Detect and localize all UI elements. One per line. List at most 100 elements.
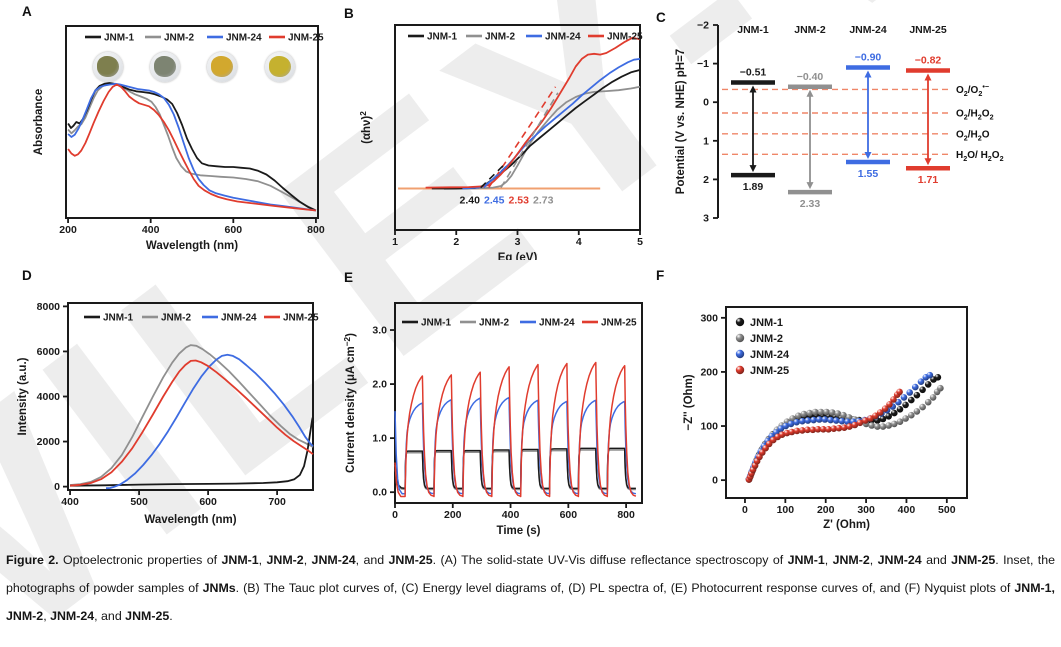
legend-marker [735, 333, 745, 343]
series-JNM-2 [443, 85, 641, 190]
data-point [811, 408, 819, 416]
y-tick-label: 1.0 [372, 433, 387, 445]
data-point [926, 371, 934, 379]
series-JNM-24 [105, 353, 314, 490]
caption-segment: , [824, 553, 833, 567]
data-point [816, 416, 823, 423]
legend-label: JNM-25 [750, 365, 789, 377]
y-tick-label: 8000 [37, 301, 61, 313]
energy-level-diagram: −2 −1 0 1 2 3 Potential (V vs. NHE) pH=7 O2/O2•… [675, 20, 1004, 225]
data-point [885, 413, 892, 420]
y-tick-label: 0 [712, 475, 718, 487]
data-point [913, 408, 921, 415]
data-point [885, 422, 892, 429]
legend-label: JNM-1 [104, 33, 134, 44]
caption-segment: JNM-1 [221, 553, 259, 567]
y-axis-label: Current density (μA cm−2) [343, 333, 357, 473]
powder-photo-JNM-2 [150, 52, 180, 82]
powder-photo-JNM-24 [207, 52, 237, 82]
data-point [896, 418, 904, 425]
caption-segment: . (A) The solid-state UV-Vis diffuse ref… [432, 553, 788, 567]
cb-value: −0.90 [855, 51, 882, 63]
caption-segment: JNM-2 [832, 553, 870, 567]
caption-segment: , and [355, 553, 389, 567]
y-tick-label: 2.0 [372, 379, 387, 391]
data-point [820, 426, 827, 433]
data-point [900, 394, 908, 401]
data-point [832, 417, 840, 424]
sample-name: JNM-24 [849, 24, 887, 36]
x-tick-label: 200 [59, 224, 77, 236]
x-tick-label: 2 [453, 236, 459, 248]
caption-segment: Figure 2. [6, 553, 59, 567]
caption-segment: . [169, 609, 173, 624]
x-tick-label: 0 [392, 509, 398, 521]
data-point [929, 394, 937, 401]
caption-segment: JNM-25 [388, 553, 433, 567]
series-JNM-1 [67, 82, 317, 212]
energy-column-JNM-1: JNM-1 −0.51 1.89 [731, 24, 775, 193]
data-point [896, 388, 903, 396]
legend-label: JNM-24 [539, 318, 575, 329]
y-tick-label: 3 [703, 213, 709, 225]
data-point [814, 426, 822, 433]
data-point [908, 396, 915, 404]
panel-label-e: E [344, 270, 354, 285]
data-point [879, 423, 887, 430]
x-tick-label: 600 [225, 224, 243, 236]
legend-marker [735, 349, 745, 359]
legend-item-JNM-2: JNM-2 [466, 32, 515, 43]
legend-item-JNM-1: JNM-1 [85, 33, 134, 44]
y-axis-label: Intensity (a.u.) [17, 357, 29, 435]
legend-label: JNM-1 [103, 313, 133, 324]
data-point [908, 411, 915, 419]
panel-e-photocurrent: E 0 200 400 600 800 0.0 1.0 2.0 3.0 Time (s) Curre… [330, 260, 660, 547]
tauc-extrapolation-dashed [480, 164, 505, 189]
data-point [891, 420, 898, 428]
data-point [856, 419, 864, 427]
legend-item-JNM-24: JNM-24 [520, 318, 575, 329]
data-point [777, 425, 785, 432]
arrowhead-up [806, 89, 814, 97]
powder-photo-JNM-25 [265, 52, 295, 82]
legend-label: JNM-25 [288, 33, 324, 44]
x-tick-label: 700 [268, 496, 286, 508]
powder-sample [269, 56, 291, 77]
legend-label: JNM-2 [161, 313, 191, 324]
sample-name: JNM-1 [737, 24, 769, 36]
legend-item-JNM-1: JNM-1 [408, 32, 457, 43]
x-tick-label: 600 [560, 509, 578, 521]
data-point [912, 383, 919, 391]
data-point [841, 424, 848, 431]
panel-label-d: D [22, 268, 32, 283]
legend-item-JNM-24: JNM-24 [526, 32, 581, 43]
powder-sample [211, 56, 233, 77]
data-point [782, 422, 789, 430]
data-point [830, 425, 838, 432]
data-point [795, 412, 802, 420]
legend-item-JNM-2: JNM-2 [142, 313, 191, 324]
arrowhead-up [864, 70, 872, 78]
data-point [886, 401, 893, 408]
plot-frame [725, 306, 968, 499]
legend-label: JNM-25 [607, 32, 643, 43]
nyquist-plot-chart: 0 100 200 300 400 500 0 100 200 300 Z' (Ohm) −Z'' (… [683, 306, 968, 531]
arrowhead-down [749, 165, 757, 173]
x-tick-label: 3 [515, 236, 521, 248]
data-point [806, 409, 813, 417]
bandgap-annotation: 2.53 [509, 195, 530, 207]
uvvis-chart: 200 400 600 800 Wavelength (nm) Absorbance JNM… [33, 25, 325, 252]
data-point [799, 417, 806, 425]
y-axis-label: (αhν)2 [359, 111, 373, 144]
plot-frame [65, 25, 319, 219]
data-point [825, 426, 832, 433]
vb-value: 2.33 [800, 198, 821, 210]
bandgap-annotation: 2.40 [460, 195, 481, 207]
legend-item-JNM-25: JNM-25 [735, 365, 789, 377]
series-JNM-24 [67, 82, 317, 212]
vb-value: 1.89 [743, 181, 764, 193]
data-point [924, 398, 932, 406]
vb-value: 1.71 [918, 174, 939, 186]
caption-segment: . Inset, the photographs of powder sampl… [6, 553, 1056, 596]
legend-label: JNM-2 [485, 32, 515, 43]
